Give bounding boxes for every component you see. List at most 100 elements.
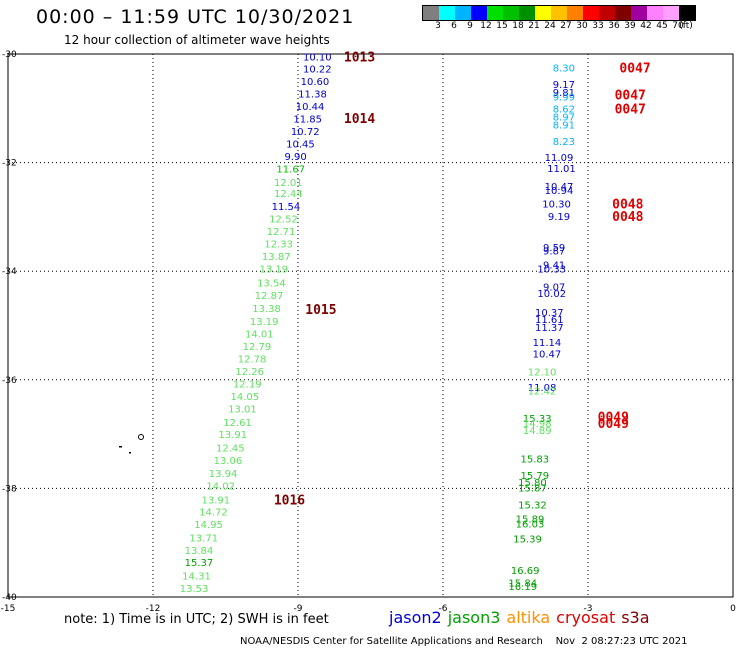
wave-height-value: 9.41 <box>543 261 565 272</box>
wave-height-value: 13.91 <box>202 495 231 506</box>
wave-height-value: 12.44 <box>274 189 303 200</box>
wave-height-value: 8.62 <box>553 104 575 115</box>
wave-height-value: 9.17 <box>553 80 575 91</box>
legend-swatch <box>599 6 615 20</box>
legend-swatch <box>503 6 519 20</box>
x-tick-label: -12 <box>146 604 161 614</box>
plot-frame <box>7 53 734 598</box>
satellite-altika: altika <box>506 608 551 627</box>
wave-height-value: 16.19 <box>508 582 537 593</box>
wave-height-value: 14.01 <box>245 330 274 341</box>
wave-height-value: 10.33 <box>537 264 566 275</box>
legend-label: 15 <box>496 21 508 31</box>
pass-label: 1016 <box>274 493 305 508</box>
satellite-jason3: jason3 <box>447 608 501 627</box>
wave-height-value: 11.61 <box>535 315 564 326</box>
legend-swatch <box>551 6 567 20</box>
wave-height-value: 15.87 <box>518 483 547 494</box>
legend-swatch <box>615 6 631 20</box>
island-mark <box>138 434 144 440</box>
wave-height-value: 15.39 <box>513 534 542 545</box>
legend-swatch <box>535 6 551 20</box>
wave-height-value: 15.37 <box>185 558 214 569</box>
wave-height-value: 14.31 <box>182 571 211 582</box>
wave-height-value: 11.09 <box>545 153 574 164</box>
wave-height-value: 10.47 <box>533 350 562 361</box>
legend-label: 6 <box>451 21 457 31</box>
wave-height-value: 12.79 <box>243 342 272 353</box>
pass-label: 0047 <box>619 62 650 77</box>
wave-height-value: 13.87 <box>262 252 291 263</box>
legend-label: 24 <box>544 21 556 31</box>
wave-height-value: 9.90 <box>284 152 306 163</box>
wave-height-value: 12.19 <box>233 380 262 391</box>
legend-swatch <box>455 6 471 20</box>
pass-label: 1014 <box>344 112 375 127</box>
wave-height-value: 13.71 <box>189 533 218 544</box>
wave-height-value: 12.42 <box>528 387 557 398</box>
wave-height-value: 12.26 <box>235 367 264 378</box>
wave-height-color-legend <box>422 5 696 21</box>
wave-height-value: 11.08 <box>528 383 557 394</box>
pass-label: 1013 <box>344 51 375 66</box>
wave-height-value: 9.81 <box>553 88 575 99</box>
wave-height-value: 12.71 <box>267 227 296 238</box>
legend-swatch <box>631 6 647 20</box>
wave-height-value: 8.97 <box>553 112 575 123</box>
wave-height-value: 15.79 <box>521 471 550 482</box>
legend-swatch <box>647 6 663 20</box>
wave-height-value: 14.02 <box>206 482 235 493</box>
wave-height-value: 9.87 <box>543 247 565 258</box>
satellite-jason2: jason2 <box>389 608 442 627</box>
satellite-key: jason2 jason3 altika cryosat s3a <box>389 608 656 627</box>
wave-height-value: 12.52 <box>269 215 298 226</box>
wave-height-value: 12.33 <box>264 240 293 251</box>
y-tick-label: -30 <box>2 50 17 60</box>
wave-height-value: 10.02 <box>537 289 566 300</box>
wave-height-value: 10.72 <box>291 127 320 138</box>
legend-label: 9 <box>467 21 473 31</box>
wave-height-value: 10.44 <box>296 102 325 113</box>
wave-height-value: 8.23 <box>553 137 575 148</box>
wave-height-value: 15.84 <box>508 578 537 589</box>
x-tick-label: -3 <box>584 604 593 614</box>
legend-label: 21 <box>528 21 540 31</box>
x-tick-label: -6 <box>439 604 448 614</box>
pass-label: 1015 <box>305 303 336 318</box>
wave-height-value: 16.69 <box>511 566 540 577</box>
legend-label: 42 <box>640 21 652 31</box>
wave-height-value: 10.47 <box>545 182 574 193</box>
wave-height-value: 9.99 <box>553 92 575 103</box>
legend-swatch <box>567 6 583 20</box>
wave-height-value: 11.14 <box>533 338 562 349</box>
wave-height-value: 14.89 <box>523 426 552 437</box>
legend-label: 3 <box>435 21 441 31</box>
pass-label: 0049 <box>598 411 629 426</box>
legend-label: 27 <box>560 21 572 31</box>
wave-height-value: 11.38 <box>298 90 327 101</box>
legend-label: 30 <box>576 21 588 31</box>
pass-label: 0048 <box>612 197 643 212</box>
pass-label: 0047 <box>615 89 646 104</box>
wave-height-value: 14.98 <box>523 419 552 430</box>
footer-credit: NOAA/NESDIS Center for Satellite Applica… <box>240 636 688 647</box>
wave-height-value: 12.10 <box>528 368 557 379</box>
wave-height-value: 13.54 <box>257 279 286 290</box>
legend-label: 12 <box>480 21 492 31</box>
wave-height-value: 12.87 <box>255 291 284 302</box>
legend-swatch <box>439 6 455 20</box>
satellite-cryosat: cryosat <box>556 608 616 627</box>
wave-height-value: 8.91 <box>553 121 575 132</box>
wave-height-value: 15.89 <box>516 514 545 525</box>
legend-swatch <box>679 6 695 20</box>
wave-height-value: 10.10 <box>303 53 332 64</box>
legend-swatch <box>423 6 439 20</box>
wave-height-value: 12.01 <box>274 178 303 189</box>
wave-height-value: 13.01 <box>228 405 257 416</box>
wave-height-value: 15.83 <box>521 455 550 466</box>
map-title: 00:00 – 11:59 UTC 10/30/2021 <box>36 6 355 28</box>
x-tick-label: -9 <box>294 604 303 614</box>
y-tick-label: -36 <box>2 376 17 386</box>
legend-swatch <box>487 6 503 20</box>
